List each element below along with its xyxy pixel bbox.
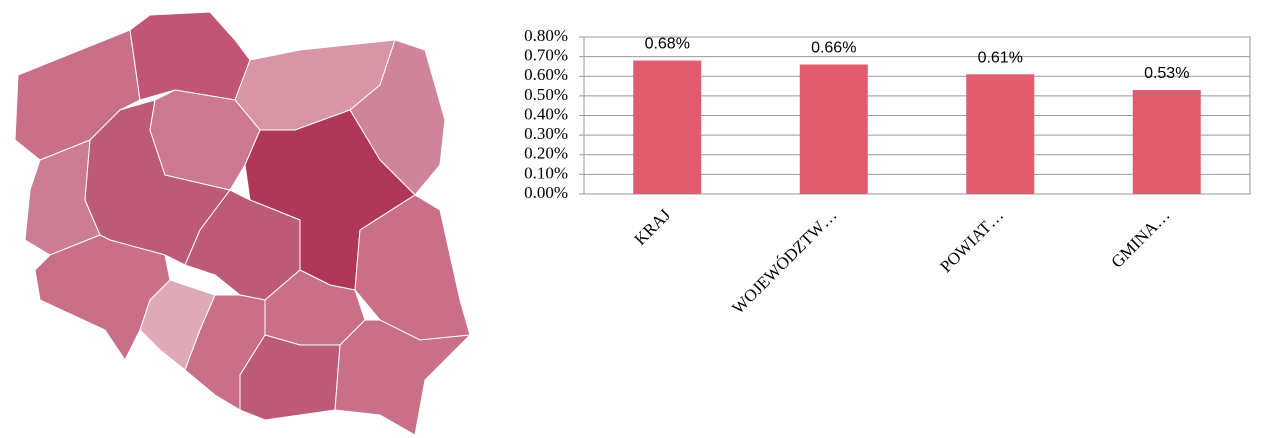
value-label: 0.68% bbox=[645, 36, 690, 53]
bar-chart: 0.00%0.10%0.20%0.30%0.40%0.50%0.60%0.70%… bbox=[524, 26, 1251, 318]
y-tick-label: 0.70% bbox=[524, 46, 568, 65]
region bbox=[239, 334, 341, 421]
y-tick-label: 0.20% bbox=[524, 144, 568, 163]
x-tick-label: GMINA… bbox=[1107, 205, 1173, 271]
bar bbox=[1132, 89, 1201, 194]
x-tick-label: KRAJ bbox=[631, 205, 675, 249]
region bbox=[129, 11, 251, 101]
bar bbox=[799, 64, 868, 194]
y-tick-label: 0.60% bbox=[524, 65, 568, 84]
y-tick-label: 0.00% bbox=[524, 183, 568, 202]
value-label: 0.61% bbox=[978, 49, 1023, 66]
map bbox=[14, 11, 472, 436]
x-tick-label: POWIAT… bbox=[936, 205, 1007, 276]
region bbox=[334, 319, 472, 436]
y-tick-label: 0.40% bbox=[524, 104, 568, 123]
y-tick-label: 0.50% bbox=[524, 85, 568, 104]
bar bbox=[966, 74, 1035, 194]
y-tick-label: 0.10% bbox=[524, 163, 568, 182]
x-tick-label: WOJEWÓDZTW… bbox=[728, 205, 840, 317]
bar bbox=[633, 60, 702, 194]
y-tick-label: 0.80% bbox=[524, 26, 568, 45]
region bbox=[34, 234, 171, 361]
value-label: 0.53% bbox=[1144, 65, 1189, 82]
value-label: 0.66% bbox=[811, 39, 856, 56]
y-tick-label: 0.30% bbox=[524, 124, 568, 143]
